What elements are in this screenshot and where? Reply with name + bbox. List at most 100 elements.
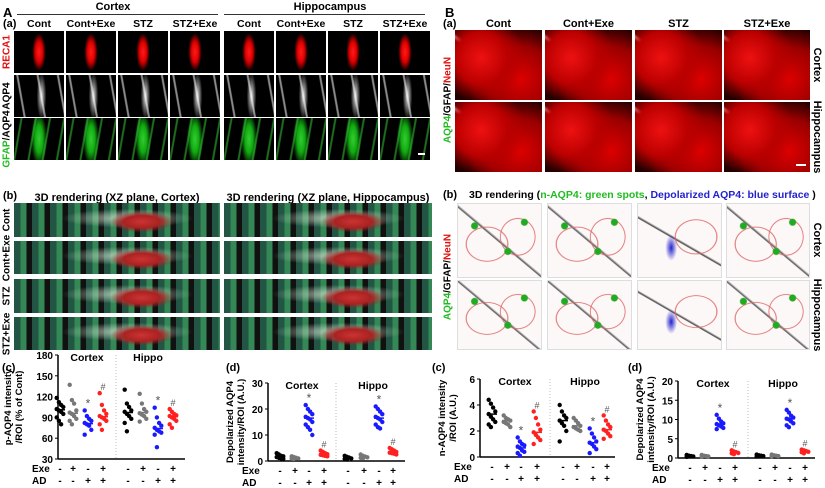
micrograph-aqp4 <box>380 75 430 117</box>
data-point <box>559 409 565 414</box>
ad-sign: + <box>518 474 524 485</box>
ad-sign: - <box>703 475 706 486</box>
exe-sign: - <box>758 463 761 474</box>
ad-sign: - <box>278 478 281 488</box>
micrograph-hippocampus <box>545 102 632 172</box>
exe-sign: - <box>688 463 691 474</box>
y-tick-label: 2 <box>469 427 475 438</box>
data-point <box>594 447 599 452</box>
ad-sign: + <box>100 476 106 487</box>
y-tick-label: 5 <box>667 435 673 446</box>
data-point <box>97 422 102 427</box>
y-axis-label: /ROI (% of Cont) <box>14 371 25 444</box>
exe-sign: - <box>156 464 159 475</box>
data-point <box>169 425 175 430</box>
region-title: Cortex <box>498 376 531 388</box>
data-point <box>589 431 595 436</box>
ad-sign: - <box>505 474 508 485</box>
data-point <box>74 408 79 413</box>
data-point <box>508 424 513 430</box>
exe-sign: - <box>278 466 281 477</box>
exe-sign: - <box>58 464 61 475</box>
data-point <box>159 430 164 435</box>
micrograph-gfap-aqp4 <box>328 118 378 160</box>
exe-sign: + <box>140 464 146 475</box>
title-blue-part: Depolarized AQP4: blue surface <box>650 189 810 201</box>
title-suffix: ) <box>809 189 816 201</box>
significance-mark: * <box>519 424 524 438</box>
micrograph-cortex <box>545 30 632 100</box>
significance-mark: * <box>307 391 312 405</box>
render-3d-hippocampus <box>457 280 542 350</box>
data-point <box>152 432 157 437</box>
render-3d-cortex <box>457 203 542 278</box>
data-point <box>714 426 719 432</box>
exe-sign: - <box>86 464 89 475</box>
micrograph-gfap-aqp4 <box>66 118 116 160</box>
data-point <box>557 439 562 444</box>
title-green-part: n-AQP4: green spots <box>540 189 645 201</box>
column-label: Cont+Exe <box>276 18 326 30</box>
ad-sign: - <box>561 474 564 485</box>
data-point <box>493 419 498 425</box>
data-point <box>99 402 105 408</box>
data-point <box>601 413 606 418</box>
ad-sign: + <box>534 474 540 485</box>
micrograph-aqp4 <box>276 75 326 117</box>
ad-sign: - <box>141 476 144 487</box>
row-label-ad: AD <box>454 474 468 485</box>
data-point <box>486 397 491 402</box>
data-point <box>578 428 583 434</box>
micrograph-hippocampus <box>635 102 722 172</box>
row-label-ad: AD <box>242 478 256 488</box>
ad-sign: + <box>732 475 738 486</box>
render-3d-cortex <box>14 203 220 237</box>
exe-sign: - <box>788 463 791 474</box>
data-point <box>769 454 774 459</box>
micrograph-gfap-aqp4 <box>276 118 326 160</box>
micrograph-reca1 <box>66 31 116 73</box>
chart-0: 30 60 90 120 150 180 p-AQP4 intensity/ROI (% o… <box>3 351 185 487</box>
data-point <box>522 449 527 454</box>
chart-3: 0 5 10 15 20 Depolarized AQP4 intensity/ROI (A… <box>635 376 815 486</box>
micrograph-gfap-aqp4 <box>224 118 274 160</box>
data-point <box>122 420 127 426</box>
data-point <box>557 402 562 408</box>
micrograph-reca1 <box>118 31 168 73</box>
render-title-hippocampus: 3D rendering (XZ plane, Hippocampus) <box>226 192 430 204</box>
column-label: STZ <box>668 18 689 30</box>
exe-sign: + <box>604 462 610 473</box>
ad-sign: + <box>604 474 610 485</box>
exe-sign: + <box>504 462 510 473</box>
exe-sign: - <box>519 462 522 473</box>
data-point <box>488 401 494 406</box>
significance-mark: # <box>802 439 807 449</box>
data-point <box>82 408 87 413</box>
data-point <box>564 415 569 421</box>
row-label-exe: Exe <box>242 466 260 477</box>
exe-sign: + <box>100 464 106 475</box>
data-point <box>601 436 606 441</box>
render-3d-cortex <box>726 203 810 278</box>
micrograph-aqp4 <box>328 75 378 117</box>
data-point <box>561 423 567 428</box>
data-point <box>684 454 689 460</box>
significance-mark: # <box>390 437 395 447</box>
data-point <box>61 411 66 417</box>
data-point <box>89 427 94 433</box>
micrograph-reca1 <box>276 31 326 73</box>
data-point <box>139 401 145 406</box>
data-point <box>67 418 72 424</box>
ad-sign: + <box>590 474 596 485</box>
data-point <box>129 408 134 413</box>
render-3d-cortex <box>14 241 220 274</box>
region-title: Cortex <box>70 352 103 364</box>
y-tick-label: 0 <box>667 454 673 465</box>
data-point <box>71 401 77 406</box>
data-point <box>159 423 164 428</box>
ad-sign: - <box>126 476 129 487</box>
data-point <box>531 441 536 447</box>
chart-b-d-label: (d) <box>628 362 643 374</box>
ad-sign: - <box>71 476 74 487</box>
